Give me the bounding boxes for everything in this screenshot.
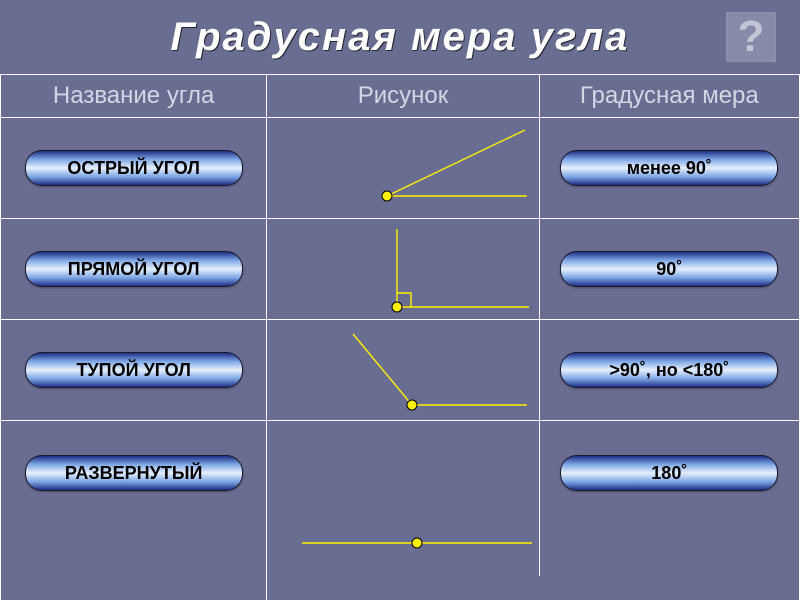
diagram-cell-acute <box>267 118 539 218</box>
angle-name-pill[interactable]: ПРЯМОЙ УГОЛ <box>25 251 243 287</box>
measure-cell: >90˚, но <180˚ <box>540 320 799 420</box>
help-icon[interactable]: ? <box>726 12 776 62</box>
angle-name-pill[interactable]: РАЗВЕРНУТЫЙ <box>25 455 243 491</box>
name-cell: ОСТРЫЙ УГОЛ <box>1 118 267 218</box>
name-cell: ТУПОЙ УГОЛ <box>1 320 267 420</box>
angle-measure-pill[interactable]: менее 90˚ <box>560 150 778 186</box>
table-header-row: Название угла Рисунок Градусная мера <box>1 75 799 118</box>
diagram-cell-obtuse <box>267 320 539 420</box>
name-cell: РАЗВЕРНУТЫЙ <box>1 421 267 600</box>
header-name: Название угла <box>1 75 267 117</box>
table-row: ПРЯМОЙ УГОЛ 90˚ <box>1 219 799 320</box>
header-diagram: Рисунок <box>267 75 539 117</box>
title-bar: Градусная мера угла ? <box>0 0 800 74</box>
diagram-cell-straight <box>267 421 539 576</box>
name-cell: ПРЯМОЙ УГОЛ <box>1 219 267 319</box>
angle-measure-pill[interactable]: 180˚ <box>560 455 778 491</box>
diagram-cell-right <box>267 219 539 319</box>
angle-measure-pill[interactable]: 90˚ <box>560 251 778 287</box>
table-row: ТУПОЙ УГОЛ >90˚, но <180˚ <box>1 320 799 421</box>
angle-measure-pill[interactable]: >90˚, но <180˚ <box>560 352 778 388</box>
header-measure: Градусная мера <box>540 75 799 117</box>
angle-name-pill[interactable]: ТУПОЙ УГОЛ <box>25 352 243 388</box>
measure-cell: 90˚ <box>540 219 799 319</box>
table-row: РАЗВЕРНУТЫЙ 180˚ <box>1 421 799 600</box>
angle-name-pill[interactable]: ОСТРЫЙ УГОЛ <box>25 150 243 186</box>
angle-table: Название угла Рисунок Градусная мера ОСТ… <box>0 74 800 600</box>
page-title: Градусная мера угла <box>171 15 630 60</box>
table-row: ОСТРЫЙ УГОЛ менее 90˚ <box>1 118 799 219</box>
measure-cell: менее 90˚ <box>540 118 799 218</box>
measure-cell: 180˚ <box>540 421 799 600</box>
